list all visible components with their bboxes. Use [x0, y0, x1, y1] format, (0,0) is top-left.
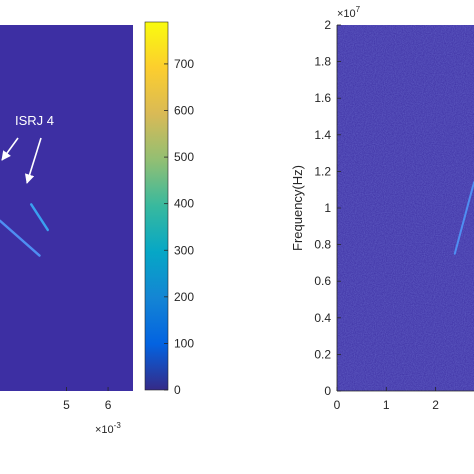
right-y-tick-label: 1.4: [314, 128, 331, 142]
colorbar-tick-label: 100: [174, 336, 194, 350]
right-y-tick-label: 1: [324, 201, 331, 215]
colorbar-tick-label: 400: [174, 197, 194, 211]
colorbar: 0 100 200 300 400 500 600 700: [144, 21, 194, 397]
colorbar-ticks: 0 100 200 300 400 500 600 700: [164, 57, 194, 397]
left-x-tick-label: 6: [105, 398, 112, 412]
left-x-tick-label: 5: [63, 398, 70, 412]
right-panel: 0 0.2 0.4 0.6 0.8 1 1.2 1.4 1.6 1.8 2 0 1 2 ×107 Fre…: [290, 5, 474, 412]
right-x-axis: 0 1 2: [334, 387, 439, 412]
left-signal-segment: [29, 203, 49, 232]
left-x-exponent: ×10-3: [95, 421, 121, 436]
right-y-tick-label: 2: [324, 18, 331, 32]
left-plot-area: [0, 25, 133, 391]
colorbar-tick-label: 600: [174, 104, 194, 118]
right-signal-segment: [453, 181, 474, 255]
right-y-exponent: ×107: [337, 5, 361, 20]
right-x-tick-label: 2: [432, 398, 439, 412]
annotation-label: ISRJ 4: [15, 113, 54, 128]
right-x-tick-label: 1: [383, 398, 390, 412]
right-y-tick-label: 1.8: [314, 55, 331, 69]
colorbar-tick-label: 700: [174, 57, 194, 71]
annotation-arrow-2: [24, 137, 42, 184]
colorbar-tick-label: 500: [174, 150, 194, 164]
right-y-tick-label: 0: [324, 384, 331, 398]
colorbar-tick-label: 0: [174, 383, 181, 397]
left-segments: [0, 203, 49, 257]
annotation-arrow-1: [1, 137, 19, 161]
right-y-tick-label: 1.2: [314, 164, 331, 178]
right-y-tick-label: 0.2: [314, 347, 331, 361]
right-x-tick-label: 0: [334, 398, 341, 412]
colorbar-gradient: [144, 21, 169, 391]
right-y-tick-label: 0.6: [314, 274, 331, 288]
right-y-tick-label: 0.8: [314, 238, 331, 252]
right-y-tick-label: 1.6: [314, 91, 331, 105]
right-y-axis-label: Frequency(Hz): [290, 165, 305, 251]
right-y-axis: 0 0.2 0.4 0.6 0.8 1 1.2 1.4 1.6 1.8 2: [314, 18, 341, 398]
colorbar-tick-label: 300: [174, 243, 194, 257]
right-y-tick-label: 0.4: [314, 311, 331, 325]
right-segments: [453, 181, 474, 255]
colorbar-tick-label: 200: [174, 290, 194, 304]
right-noise-texture: [337, 25, 474, 391]
left-signal-segment: [0, 219, 41, 257]
